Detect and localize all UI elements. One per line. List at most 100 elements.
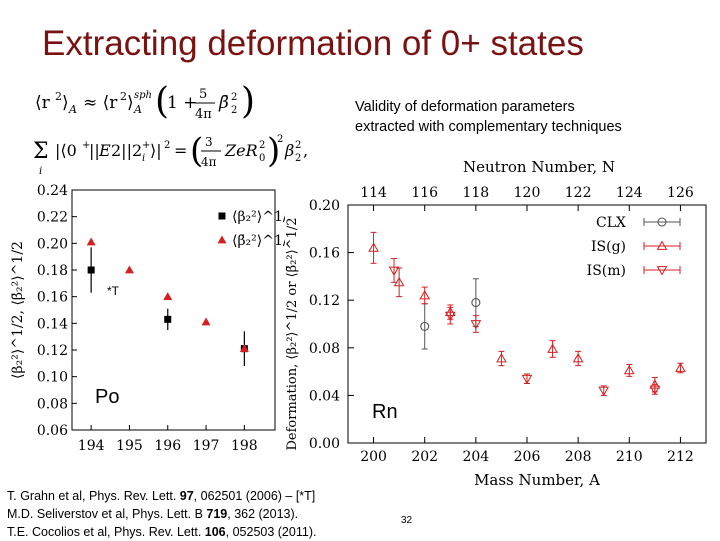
rn-legend: CLX IS(g) IS(m) xyxy=(587,215,681,279)
po-x-tick-label: 195 xyxy=(116,438,143,454)
svg-text:⟩: ⟩ xyxy=(127,93,134,113)
rn-data-point xyxy=(444,311,456,322)
rn-data-point xyxy=(623,364,635,375)
rn-y-tick-label: 0.00 xyxy=(309,436,340,452)
svg-text:⟩: ⟩ xyxy=(62,93,69,113)
svg-text:2: 2 xyxy=(55,90,62,103)
rn-x-tick-label: 206 xyxy=(514,449,541,465)
svg-text:2||2: 2||2 xyxy=(111,141,142,160)
po-x-tick-label: 196 xyxy=(154,438,181,454)
po-y-tick-label: 0.14 xyxy=(37,316,68,332)
svg-text:2: 2 xyxy=(295,153,301,164)
svg-text:3: 3 xyxy=(205,135,213,149)
rn-y-tick-label: 0.08 xyxy=(309,341,340,357)
reference-3: T.E. Cocolios et al, Phys. Rev. Lett. 10… xyxy=(7,525,317,539)
po-legend-label: ⟨β̄₂²⟩^1/2 xyxy=(232,233,285,249)
rn-chart-marks xyxy=(368,231,686,397)
svg-text:(: ( xyxy=(190,131,203,171)
po-legend-label: ⟨β₂²⟩^1/2 xyxy=(232,209,285,225)
rn-legend-label: IS(m) xyxy=(587,263,626,279)
svg-text:i: i xyxy=(39,166,42,177)
svg-text:4π: 4π xyxy=(195,107,212,122)
transition-strength-equation: Σ i |⟨0 + || E 2||2 + i ⟩| 2 = ( 3 4π Ze… xyxy=(33,128,313,185)
svg-text:Σ: Σ xyxy=(33,139,49,164)
svg-text:sph: sph xyxy=(134,90,152,101)
po-y-axis-label: ⟨β₂²⟩^1/2, ⟨β̄₂²⟩^1/2 xyxy=(10,241,26,379)
svg-text:2: 2 xyxy=(277,134,283,145)
rn-data-point xyxy=(368,242,379,252)
svg-text:β̄: β̄ xyxy=(218,93,229,113)
svg-text:2: 2 xyxy=(164,140,170,151)
svg-text:,: , xyxy=(303,141,308,160)
rn-label: Rn xyxy=(372,401,398,423)
rn-legend-label: IS(g) xyxy=(591,239,626,255)
po-chart-axes: 0.06 0.08 0.10 0.12 0.14 0.16 0.18 0.20 0.22 0.24… xyxy=(10,183,285,454)
svg-text:2: 2 xyxy=(120,90,127,103)
rn-x-tick-label: 204 xyxy=(462,449,489,465)
po-data-point xyxy=(163,292,173,301)
svg-text:): ) xyxy=(241,81,255,122)
svg-text:=: = xyxy=(174,141,187,160)
rn-x2-tick-label: 120 xyxy=(514,185,541,201)
rn-data-point xyxy=(388,266,400,276)
rn-legend-marker xyxy=(656,240,668,250)
po-data-point xyxy=(239,344,249,353)
svg-text:+: + xyxy=(142,140,150,151)
svg-text:2: 2 xyxy=(295,140,301,151)
rn-plot-frame xyxy=(347,204,707,444)
page-number: 32 xyxy=(401,515,413,526)
rn-data-point xyxy=(420,321,430,331)
po-y-tick-label: 0.18 xyxy=(37,263,68,279)
rn-x2-tick-label: 126 xyxy=(667,185,694,201)
po-chart-marks xyxy=(86,237,249,366)
rn-y-tick-label: 0.20 xyxy=(309,198,340,214)
validity-note-line-1: Validity of deformation parameters xyxy=(355,99,575,115)
radius-deformation-equation: ⟨r 2 ⟩ A ≈ ⟨r 2 ⟩ sph A ( 1 + 5 4π β̄ 2 … xyxy=(35,80,265,135)
po-x-tick-label: 194 xyxy=(78,438,105,454)
svg-text:+: + xyxy=(82,140,90,151)
rn-legend-marker xyxy=(656,266,668,276)
po-label: Po xyxy=(95,386,120,408)
rn-data-point xyxy=(393,276,405,287)
po-x-tick-label: 197 xyxy=(193,438,220,454)
rn-x-tick-label: 208 xyxy=(565,449,592,465)
rn-x-tick-label: 210 xyxy=(616,449,643,465)
svg-text:1 +: 1 + xyxy=(167,93,197,113)
po-x-tick-label: 198 xyxy=(231,438,258,454)
slide-title: Extracting deformation of 0+ states xyxy=(42,24,584,63)
svg-text:i: i xyxy=(142,153,145,164)
po-deformation-chart: 0.06 0.08 0.10 0.12 0.14 0.16 0.18 0.20 0.22 0.24… xyxy=(10,183,285,454)
svg-text:5: 5 xyxy=(199,87,207,102)
svg-text:|⟨0: |⟨0 xyxy=(55,141,77,160)
po-legend-marker xyxy=(218,212,226,220)
po-y-tick-label: 0.10 xyxy=(37,370,68,386)
rn-data-point xyxy=(496,353,507,363)
svg-text:A: A xyxy=(68,103,77,116)
po-data-point xyxy=(124,265,134,274)
rn-data-point xyxy=(471,298,481,308)
rn-y-tick-label: 0.12 xyxy=(309,293,340,309)
rn-x-tick-label: 202 xyxy=(411,449,438,465)
svg-text:0: 0 xyxy=(259,153,265,164)
validity-note-line-2: extracted with complementary techniques xyxy=(355,119,622,135)
rn-x2-tick-label: 116 xyxy=(411,185,438,201)
po-y-tick-label: 0.20 xyxy=(37,236,68,252)
rn-y-tick-label: 0.04 xyxy=(309,388,340,404)
svg-text:2: 2 xyxy=(231,92,237,103)
svg-text:⟨r: ⟨r xyxy=(35,93,51,113)
star-t-label: *T xyxy=(107,284,119,298)
svg-text:2: 2 xyxy=(231,105,237,116)
rn-data-point xyxy=(572,353,584,363)
rn-data-point xyxy=(547,343,558,353)
rn-y-axis-label: Deformation, ⟨β₂²⟩^1/2 or ⟨β̄₂²⟩^1/2 xyxy=(285,218,300,451)
rn-x2-tick-label: 122 xyxy=(565,185,592,201)
rn-deformation-chart: 0.00 0.04 0.08 0.12 0.16 0.20 200 202 204 206 208 2… xyxy=(285,158,707,489)
svg-text:ZeR: ZeR xyxy=(224,141,258,160)
po-y-tick-label: 0.24 xyxy=(37,183,68,199)
po-data-point xyxy=(201,317,211,326)
rn-legend-label: CLX xyxy=(596,215,626,231)
po-data-point xyxy=(87,266,95,274)
svg-text:2: 2 xyxy=(259,140,265,151)
rn-chart-axes: 0.00 0.04 0.08 0.12 0.16 0.20 200 202 204 206 208 2… xyxy=(285,158,707,489)
rn-x-axis-label: Mass Number, A xyxy=(474,471,600,489)
